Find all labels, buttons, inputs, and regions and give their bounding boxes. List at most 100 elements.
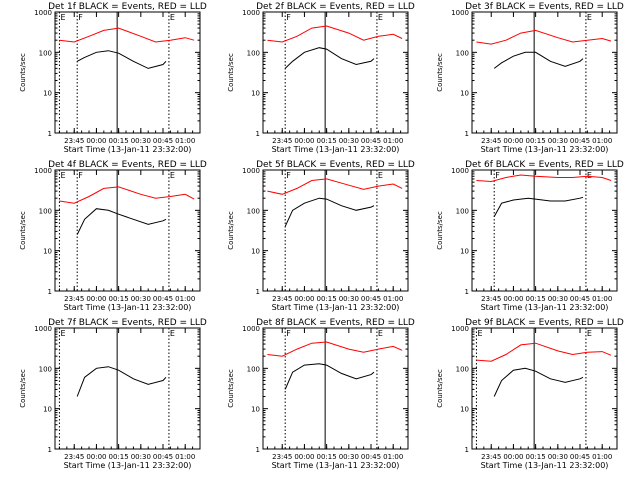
x-axis-label: Start Time (13-Jan-11 23:32:00) xyxy=(64,303,192,312)
y-axis-label: Counts/sec xyxy=(19,211,27,250)
series-events xyxy=(284,363,375,390)
panel-4: Det 4f BLACK = Events, RED = LLD 1 10 100 10… xyxy=(19,160,207,312)
series-lld xyxy=(476,29,612,45)
y-tick-label: 10 xyxy=(251,406,260,414)
plot-frame xyxy=(54,11,201,134)
y-tick-label: 1000 xyxy=(451,9,469,17)
y-tick-label: 1 xyxy=(256,446,260,454)
y-tick-label: 100 xyxy=(247,207,260,215)
y-tick-label: 1000 xyxy=(242,325,260,333)
y-tick-label: 1 xyxy=(48,130,52,138)
marker-label: F xyxy=(495,171,500,180)
panel-title: Det 7f BLACK = Events, RED = LLD xyxy=(48,318,207,328)
series-lld xyxy=(267,25,403,43)
x-tick-label: 00:45 xyxy=(153,137,173,145)
plot-frame xyxy=(471,11,618,134)
y-tick-label: 10 xyxy=(43,90,52,98)
marker-label: E xyxy=(170,171,175,180)
y-tick-label: 10 xyxy=(460,90,469,98)
y-tick-label: 1000 xyxy=(242,167,260,175)
x-tick-label: 00:00 xyxy=(86,137,106,145)
series-lld xyxy=(59,27,195,43)
y-tick-label: 1000 xyxy=(451,167,469,175)
y-tick-label: 100 xyxy=(456,207,469,215)
series-events xyxy=(284,47,375,69)
x-tick-label: 00:15 xyxy=(109,137,129,145)
y-tick-label: 1000 xyxy=(242,9,260,17)
x-tick-label: 00:45 xyxy=(570,295,590,303)
y-tick-label: 100 xyxy=(247,365,260,373)
y-axis-label: Counts/sec xyxy=(436,211,444,250)
y-tick-label: 10 xyxy=(251,90,260,98)
y-tick-label: 1000 xyxy=(34,167,52,175)
panel-title: Det 4f BLACK = Events, RED = LLD xyxy=(48,160,207,170)
x-tick-label: 00:45 xyxy=(361,295,381,303)
series-lld xyxy=(476,174,612,183)
y-tick-label: 100 xyxy=(39,207,52,215)
x-tick-label: 00:00 xyxy=(294,453,314,461)
y-axis-label: Counts/sec xyxy=(227,211,235,250)
plot-frame xyxy=(54,169,201,292)
marker-label: E xyxy=(170,13,175,22)
x-tick-label: 00:45 xyxy=(361,137,381,145)
marker-label: E xyxy=(170,329,175,338)
x-tick-label: 00:30 xyxy=(548,137,568,145)
y-tick-label: 1000 xyxy=(34,9,52,17)
x-tick-label: 00:00 xyxy=(503,137,523,145)
plot-frame xyxy=(471,169,618,292)
marker-label: E xyxy=(587,171,592,180)
x-tick-label: 00:45 xyxy=(153,295,173,303)
marker-label: F xyxy=(78,171,83,180)
x-tick-label: 01:00 xyxy=(175,137,195,145)
series-lld xyxy=(476,342,612,362)
marker-label: F xyxy=(286,329,291,338)
series-events xyxy=(76,366,167,397)
series-lld xyxy=(59,186,195,204)
marker-label: E xyxy=(378,171,383,180)
series-lld xyxy=(267,178,403,195)
x-tick-label: 00:00 xyxy=(503,453,523,461)
x-axis-label: Start Time (13-Jan-11 23:32:00) xyxy=(272,145,400,154)
panel-title: Det 6f BLACK = Events, RED = LLD xyxy=(465,160,624,170)
series-events xyxy=(493,51,584,69)
x-tick-label: 00:45 xyxy=(570,137,590,145)
panel-title: Det 8f BLACK = Events, RED = LLD xyxy=(256,318,415,328)
x-tick-label: 00:45 xyxy=(570,453,590,461)
panel-6: Det 6f BLACK = Events, RED = LLD 1 10 100 10… xyxy=(436,160,624,312)
plot-frame xyxy=(471,327,618,450)
y-axis-label: Counts/sec xyxy=(19,369,27,408)
plot-frame xyxy=(262,327,409,450)
x-tick-label: 00:30 xyxy=(131,137,151,145)
y-tick-label: 1 xyxy=(465,288,469,296)
marker-label: E xyxy=(60,171,65,180)
plot-frame xyxy=(54,327,201,450)
series-events xyxy=(493,367,584,397)
panel-title: Det 5f BLACK = Events, RED = LLD xyxy=(256,160,415,170)
x-tick-label: 00:30 xyxy=(131,453,151,461)
y-tick-label: 1 xyxy=(465,130,469,138)
x-axis-label: Start Time (13-Jan-11 23:32:00) xyxy=(481,303,609,312)
y-tick-label: 100 xyxy=(39,49,52,57)
x-tick-label: 23:45 xyxy=(64,295,84,303)
panel-title: Det 3f BLACK = Events, RED = LLD xyxy=(465,2,624,12)
y-tick-label: 1 xyxy=(256,130,260,138)
y-tick-label: 10 xyxy=(43,248,52,256)
x-axis-label: Start Time (13-Jan-11 23:32:00) xyxy=(481,145,609,154)
x-tick-label: 00:15 xyxy=(526,453,546,461)
series-events xyxy=(76,208,167,235)
y-tick-label: 100 xyxy=(456,365,469,373)
panel-1: Det 1f BLACK = Events, RED = LLD 1 10 100 10… xyxy=(19,2,207,154)
x-tick-label: 23:45 xyxy=(272,137,292,145)
x-axis-label: Start Time (13-Jan-11 23:32:00) xyxy=(64,461,192,470)
x-tick-label: 00:30 xyxy=(548,295,568,303)
x-tick-label: 23:45 xyxy=(272,295,292,303)
x-tick-label: 23:45 xyxy=(481,453,501,461)
x-axis-label: Start Time (13-Jan-11 23:32:00) xyxy=(272,461,400,470)
x-tick-label: 00:15 xyxy=(317,137,337,145)
x-tick-label: 23:45 xyxy=(64,137,84,145)
panel-title: Det 9f BLACK = Events, RED = LLD xyxy=(465,318,624,328)
x-tick-label: 00:45 xyxy=(153,453,173,461)
series-events xyxy=(76,50,167,69)
plot-frame xyxy=(262,11,409,134)
